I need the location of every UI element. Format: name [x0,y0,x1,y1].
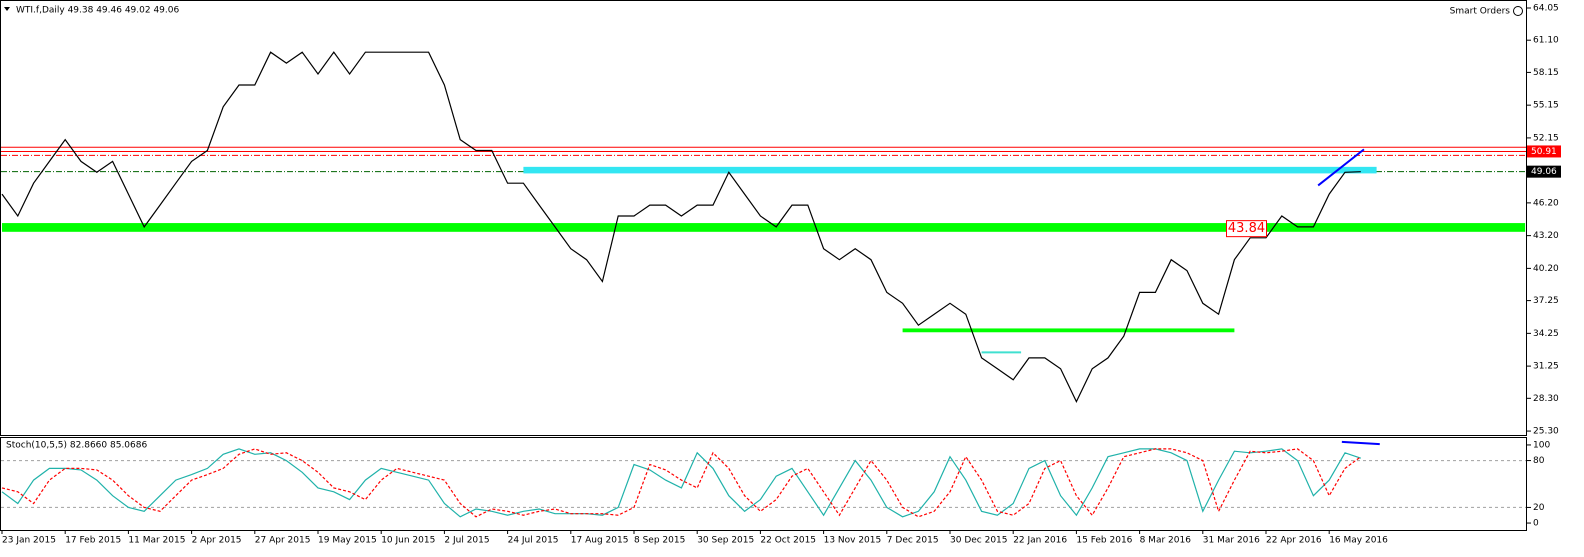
price-label-box [1226,220,1267,238]
price-panel [0,0,1527,436]
y-tick-label: 0 [1533,519,1539,529]
x-tick-label: 8 Sep 2015 [634,536,685,546]
y-tick-label: 46.20 [1533,198,1559,208]
x-tick-label: 11 Mar 2015 [128,536,185,546]
x-tick-label: 13 Nov 2015 [824,536,882,546]
smart-orders[interactable]: Smart Orders [1450,7,1511,17]
y-tick-label: 34.25 [1533,329,1559,339]
stoch-title: Stoch(10,5,5) 82.8660 85.0686 [6,441,147,451]
smart-orders-icon[interactable] [1513,6,1523,16]
x-tick-label: 15 Feb 2016 [1076,536,1132,546]
x-tick-label: 10 Jun 2015 [381,536,435,546]
y-tick-label: 25.30 [1533,427,1559,437]
x-tick-label: 7 Dec 2015 [887,536,939,546]
y-tick-label: 40.20 [1533,264,1559,274]
price-marker [1527,145,1561,158]
y-tick-label: 28.30 [1533,394,1559,404]
x-tick-label: 19 May 2015 [318,536,377,546]
x-tick-label: 31 Mar 2016 [1203,536,1260,546]
trendline [1317,148,1365,187]
y-tick-label: 37.25 [1533,296,1559,306]
price-marker-label: 50.91 [1531,147,1557,157]
price-marker [1527,165,1561,178]
x-tick-label: 17 Aug 2015 [571,536,629,546]
y-tick-label: 80 [1533,456,1545,466]
y-tick-label: 100 [1533,440,1550,450]
stoch-line [1,448,1362,518]
x-tick-label: 8 Mar 2016 [1140,536,1192,546]
y-tick-label: 64.05 [1533,3,1559,13]
zone [523,166,1377,174]
x-tick-label: 30 Dec 2015 [950,536,1008,546]
price-label: 43.84 [1228,221,1265,236]
price-marker-label: 49.06 [1531,167,1557,177]
y-tick-label: 43.20 [1533,231,1559,241]
x-tick-label: 22 Apr 2016 [1266,536,1322,546]
x-tick-label: 24 Jul 2015 [508,536,559,546]
y-tick-label: 61.10 [1533,36,1559,46]
x-tick-label: 22 Oct 2015 [760,536,816,546]
zone [2,223,1526,232]
stoch-panel [0,437,1527,531]
x-tick-label: 23 Jan 2015 [2,536,56,546]
x-tick-label: 2 Apr 2015 [192,536,242,546]
y-tick-label: 20 [1533,503,1545,513]
x-tick-label: 22 Jan 2016 [1013,536,1067,546]
zone [981,351,1022,354]
x-tick-label: 17 Feb 2015 [65,536,121,546]
y-tick-label: 52.15 [1533,133,1559,143]
x-tick-label: 30 Sep 2015 [697,536,754,546]
symbol-header: WTI.f,Daily 49.38 49.46 49.02 49.06 [16,6,179,16]
menu-arrow[interactable] [4,7,10,11]
y-tick-label: 55.15 [1533,101,1559,111]
x-tick-label: 2 Jul 2015 [444,536,489,546]
zone [902,328,1235,333]
x-tick-label: 27 Apr 2015 [255,536,311,546]
y-tick-label: 58.15 [1533,68,1559,78]
x-tick-label: 16 May 2016 [1329,536,1388,546]
trendline [1341,440,1380,446]
y-tick-label: 31.25 [1533,362,1559,372]
stoch-line [1,448,1361,518]
price-line [1,51,1361,403]
